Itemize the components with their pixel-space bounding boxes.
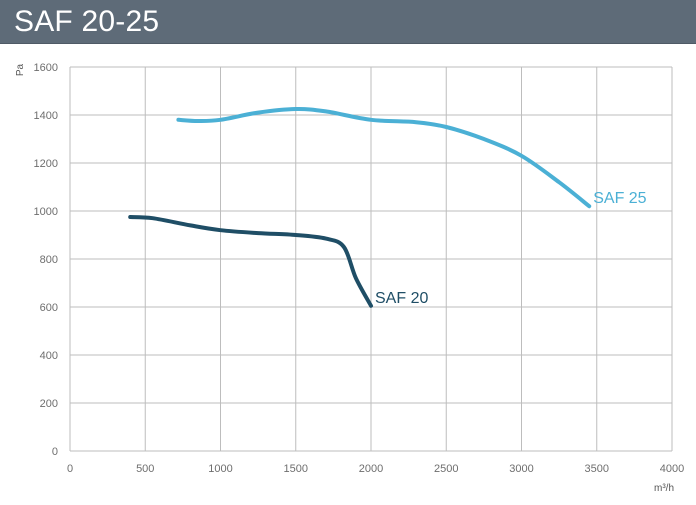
series-line-saf-25 (176, 106, 592, 209)
x-axis-label: m³/h (654, 483, 674, 494)
y-tick-label: 600 (40, 302, 58, 314)
x-tick-label: 2500 (434, 463, 458, 475)
y-tick-label: 400 (40, 350, 58, 362)
x-tick-label: 2000 (359, 463, 383, 475)
y-tick-label: 1200 (34, 158, 58, 170)
series-label-saf-20: SAF 20 (375, 290, 428, 307)
x-tick-label: 500 (136, 463, 154, 475)
y-tick-label: 1600 (34, 62, 58, 74)
y-axis-label: Pa (15, 63, 26, 76)
x-tick-label: 3000 (509, 463, 533, 475)
series-line-saf-20 (128, 215, 373, 308)
labels: SAF 20 SAF 25 (375, 190, 647, 307)
grid (69, 66, 673, 452)
title-bar: SAF 20-25 (0, 0, 696, 44)
x-tick-label: 1000 (208, 463, 232, 475)
axes: 0 200 400 600 800 1000 1200 1400 1600 0 500 1000 150… (15, 62, 684, 494)
page-title: SAF 20-25 (14, 5, 160, 38)
series-label-saf-25: SAF 25 (593, 190, 646, 207)
x-tick-label: 3500 (585, 463, 609, 475)
y-tick-label: 1000 (34, 206, 58, 218)
y-tick-label: 1400 (34, 110, 58, 122)
series-lines (128, 106, 592, 308)
y-tick-label: 200 (40, 398, 58, 410)
x-tick-label: 0 (67, 463, 73, 475)
y-tick-label: 800 (40, 254, 58, 266)
x-tick-label: 4000 (660, 463, 684, 475)
y-tick-label: 0 (52, 446, 58, 458)
x-tick-label: 1500 (284, 463, 308, 475)
